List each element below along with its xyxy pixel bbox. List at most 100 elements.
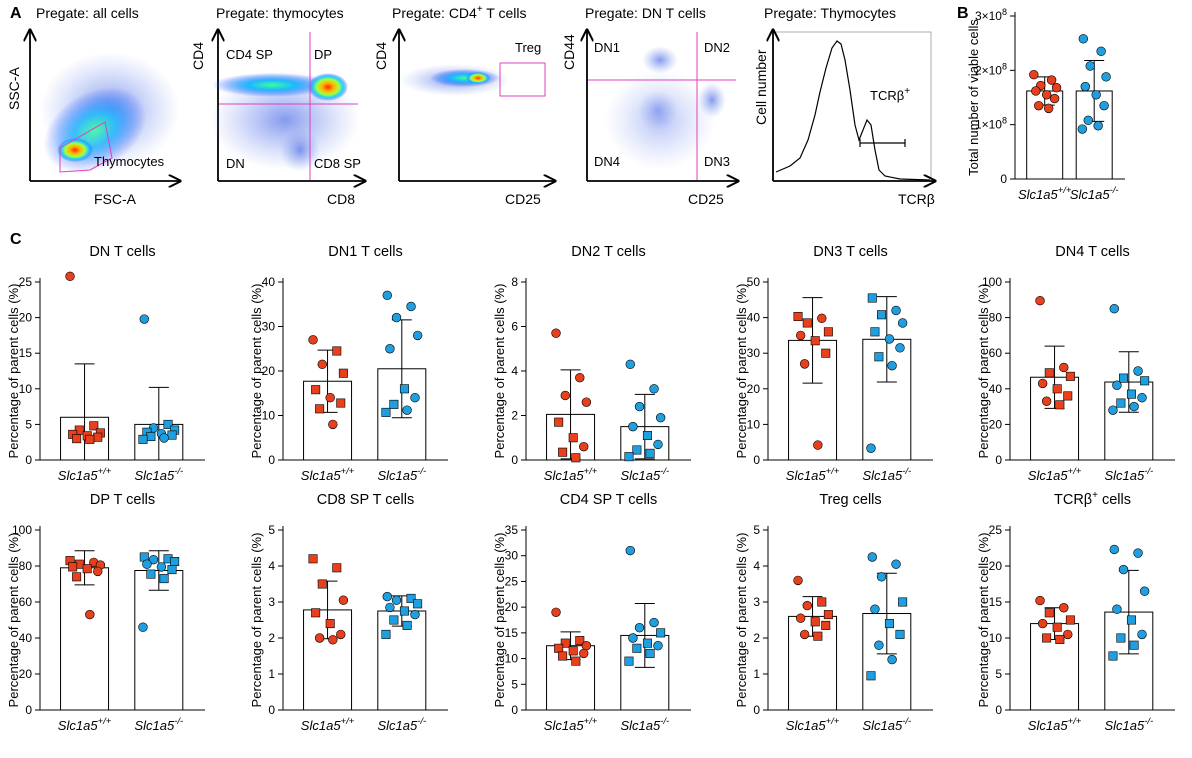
data-point-wt	[571, 656, 581, 666]
y-tick-label: 100	[982, 275, 1002, 289]
x-category-label: Slc1a5-/-	[620, 466, 669, 483]
y-tick-label: 40	[989, 382, 1003, 396]
data-point-ko	[642, 431, 652, 441]
data-point-ko	[399, 384, 409, 394]
data-point-wt	[810, 617, 820, 627]
data-point-wt	[554, 643, 564, 653]
data-point-ko	[634, 401, 645, 412]
data-point-wt	[799, 629, 810, 640]
data-point-ko	[866, 671, 876, 681]
y-tick-label: 5	[511, 677, 518, 691]
data-point-ko	[884, 334, 895, 344]
x-category-label: Slc1a5+/+	[786, 716, 840, 733]
y-axis-label: Percentage of parent cells (%)	[492, 533, 507, 708]
data-point-wt	[1037, 378, 1048, 389]
bar-ko	[377, 610, 427, 711]
data-point-ko	[867, 552, 877, 562]
flow-plot-thymocytes: Pregate: thymocytes CD4 CD8 CD4 SP DP DN…	[190, 5, 365, 207]
data-point-ko	[406, 301, 416, 312]
data-point-wt	[821, 620, 831, 630]
bar-chart-treg: Treg cells 0 1 2 3 4 5 Percentage of parent cel…	[734, 492, 933, 733]
bar-wt	[60, 567, 110, 711]
y-tick-label: 40	[19, 631, 33, 645]
data-point-ko	[898, 597, 908, 607]
data-point-ko	[645, 448, 655, 458]
data-point-ko	[139, 314, 149, 324]
data-point-ko	[897, 318, 908, 328]
panel-letter-c: C	[10, 231, 22, 248]
y-axis-label: Percentage of parent cells (%)	[6, 533, 21, 708]
data-point-wt	[560, 638, 570, 648]
y-tick-label: 20	[747, 382, 761, 396]
y-tick-label: 60	[19, 595, 33, 609]
x-axis-label: TCRβ	[898, 191, 935, 207]
data-point-wt	[571, 453, 581, 463]
data-point-ko	[163, 419, 173, 429]
y-tick-label: 10	[747, 417, 761, 431]
y-tick-label: 20	[989, 417, 1003, 431]
data-point-ko	[628, 421, 638, 432]
x-category-label: Slc1a5+/+	[1018, 185, 1072, 202]
y-tick-label: 0	[753, 453, 760, 467]
data-point-wt	[579, 441, 589, 452]
bar-ko	[134, 570, 184, 711]
data-point-wt	[810, 336, 820, 346]
x-category-label: Slc1a5-/-	[862, 466, 911, 483]
data-point-ko	[632, 643, 642, 653]
x-category-label: Slc1a5-/-	[1104, 466, 1153, 483]
chart-title: Treg cells	[819, 492, 881, 508]
data-point-wt	[823, 610, 833, 620]
chart-title: DP T cells	[90, 492, 155, 508]
y-axis-label: CD44	[561, 34, 577, 70]
chart-title: CD4 SP T cells	[560, 492, 658, 508]
y-axis-label: Percentage of parent cells (%)	[976, 284, 991, 459]
x-category-label: Slc1a5-/-	[134, 716, 183, 733]
x-axis-label: FSC-A	[94, 191, 137, 207]
data-point-ko	[628, 633, 638, 643]
y-tick-label: 25	[19, 275, 33, 289]
data-point-wt	[551, 607, 561, 617]
data-point-wt	[325, 619, 335, 629]
y-tick-label: 0	[511, 703, 518, 717]
x-category-label: Slc1a5-/-	[1070, 185, 1119, 202]
y-tick-label: 1	[268, 667, 275, 681]
data-point-wt	[314, 633, 325, 643]
y-axis-label: Cell number	[753, 49, 769, 125]
y-tick-label: 20	[19, 311, 33, 325]
x-category-label: Slc1a5+/+	[301, 716, 355, 733]
y-tick-label: 2	[268, 631, 275, 645]
chart-title: DN2 T cells	[571, 244, 645, 260]
data-point-ko	[891, 305, 901, 316]
data-point-ko	[402, 405, 412, 415]
data-point-wt	[85, 609, 95, 620]
data-point-ko	[625, 545, 635, 556]
data-point-ko	[656, 628, 666, 638]
y-tick-label: 80	[989, 311, 1003, 325]
y-axis-label: Percentage of parent cells (%)	[976, 533, 991, 708]
x-category-label: Slc1a5-/-	[377, 466, 426, 483]
y-tick-label: 50	[747, 275, 761, 289]
y-tick-label: 5	[268, 523, 275, 537]
data-point-ko	[410, 609, 420, 620]
density-cloud	[210, 70, 360, 172]
y-axis-label: Percentage of parent cells (%)	[734, 533, 749, 708]
flow-title: Pregate: all cells	[36, 5, 139, 21]
data-point-ko	[1116, 398, 1126, 408]
y-tick-label: 25	[505, 574, 519, 588]
y-tick-label: 3×108	[975, 7, 1007, 23]
x-category-label: Slc1a5+/+	[1028, 716, 1082, 733]
data-point-ko	[1109, 544, 1119, 555]
data-point-wt	[560, 390, 570, 401]
data-point-wt	[1041, 396, 1052, 406]
y-axis-label: Percentage of parent cells (%)	[492, 284, 507, 459]
data-point-ko	[406, 593, 416, 603]
density-cloud	[40, 52, 180, 173]
y-axis-label: CD4	[373, 42, 389, 70]
data-point-ko	[625, 359, 635, 370]
flow-plot-all-cells: Pregate: all cells SSC-A FSC-A Thymocyte…	[6, 5, 180, 207]
data-point-ko	[1118, 564, 1129, 575]
y-axis-label: Percentage of parent cells (%)	[249, 284, 264, 459]
data-point-wt	[93, 566, 103, 577]
y-tick-label: 25	[989, 523, 1003, 537]
data-point-ko	[170, 556, 180, 566]
